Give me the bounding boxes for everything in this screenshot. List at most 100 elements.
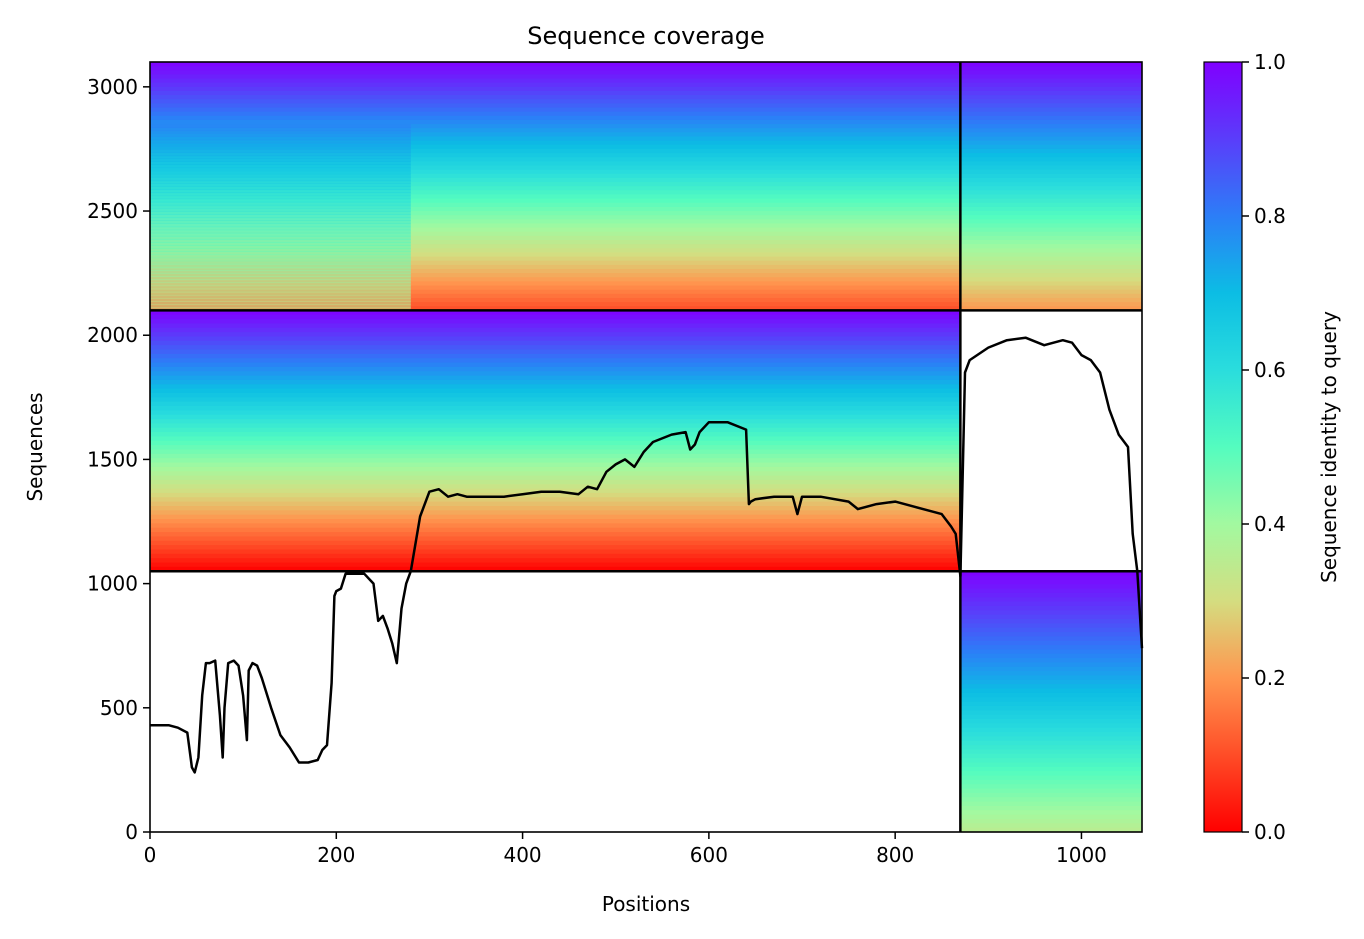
- coverage-band: [150, 229, 411, 234]
- coverage-band: [150, 148, 961, 154]
- coverage-band: [150, 167, 411, 172]
- coverage-band: [960, 658, 1142, 664]
- coverage-band: [150, 375, 961, 381]
- coverage-band: [150, 170, 411, 175]
- coverage-band: [960, 107, 1142, 113]
- coverage-band: [150, 235, 961, 241]
- coverage-band: [960, 749, 1142, 755]
- colorbar-tick-label: 0.0: [1254, 820, 1286, 844]
- coverage-band: [150, 226, 411, 231]
- coverage-band: [960, 273, 1142, 278]
- coverage-band: [150, 194, 961, 200]
- coverage-band: [150, 288, 411, 293]
- coverage-band: [150, 273, 411, 277]
- colorbar-tick-label: 0.8: [1254, 204, 1286, 228]
- coverage-band: [150, 302, 961, 307]
- coverage-band: [150, 427, 961, 433]
- coverage-band: [960, 140, 1142, 146]
- coverage-band: [960, 115, 1142, 121]
- coverage-band: [960, 636, 1142, 642]
- chain-boundaries: [150, 62, 1142, 832]
- coverage-band: [960, 649, 1142, 655]
- coverage-line: [150, 336, 1144, 774]
- y-tick-label: 3000: [87, 75, 138, 99]
- coverage-band: [960, 662, 1142, 668]
- coverage-band: [960, 227, 1142, 233]
- coverage-band: [960, 281, 1142, 287]
- coverage-band: [960, 144, 1142, 150]
- coverage-band: [150, 90, 961, 96]
- x-tick-label: 800: [876, 843, 914, 867]
- coverage-band: [150, 553, 961, 559]
- coverage-band: [150, 189, 411, 194]
- coverage-band: [150, 248, 411, 252]
- coverage-band: [960, 775, 1142, 781]
- coverage-band: [150, 304, 411, 308]
- coverage-band: [960, 157, 1142, 162]
- coverage-band: [150, 158, 411, 162]
- coverage-band: [960, 688, 1142, 694]
- coverage-band: [150, 260, 961, 266]
- colorbar-tick-label: 1.0: [1254, 50, 1286, 74]
- coverage-band: [150, 264, 961, 270]
- x-tick-label: 600: [690, 843, 728, 867]
- coverage-band: [150, 252, 961, 258]
- colorbar-tick-label: 0.4: [1254, 512, 1286, 536]
- coverage-band: [150, 145, 411, 150]
- chart-title: Sequence coverage: [527, 22, 764, 50]
- coverage-band: [150, 169, 961, 175]
- coverage-band: [150, 285, 411, 290]
- coverage-band: [150, 263, 411, 268]
- coverage-band: [960, 182, 1142, 187]
- coverage-band: [960, 745, 1142, 751]
- coverage-band: [150, 540, 961, 546]
- colorbar-tick-label: 0.6: [1254, 358, 1286, 382]
- coverage-band: [150, 327, 961, 333]
- coverage-band: [960, 784, 1142, 790]
- coverage-band: [150, 133, 411, 138]
- coverage-band: [150, 358, 961, 364]
- coverage-band: [150, 410, 961, 416]
- coverage-band: [960, 692, 1142, 698]
- coverage-band: [960, 223, 1142, 229]
- coverage-band: [150, 345, 961, 351]
- coverage-band: [150, 397, 961, 403]
- coverage-band: [960, 285, 1142, 291]
- coverage-band: [150, 273, 961, 278]
- y-axis: 0 500 1000 1500 2000 2500 3000: [87, 75, 150, 844]
- coverage-band: [150, 462, 961, 468]
- coverage-band: [960, 86, 1142, 92]
- coverage-band: [150, 99, 961, 104]
- coverage-band: [150, 223, 411, 228]
- coverage-band: [150, 173, 411, 178]
- coverage-band: [960, 186, 1142, 191]
- coverage-band: [150, 279, 411, 284]
- coverage-band: [150, 251, 411, 256]
- coverage-band: [960, 771, 1142, 777]
- coverage-band: [150, 124, 411, 128]
- coverage-band: [150, 256, 961, 262]
- coverage-band: [150, 276, 411, 280]
- coverage-band: [960, 78, 1142, 84]
- coverage-band: [960, 827, 1142, 832]
- coverage-band: [960, 90, 1142, 96]
- coverage-band: [150, 215, 961, 220]
- coverage-band: [960, 119, 1142, 125]
- coverage-band: [960, 165, 1142, 171]
- coverage-band: [150, 414, 961, 420]
- coverage-band: [960, 148, 1142, 154]
- coverage-block: [960, 571, 1142, 832]
- y-axis-label: Sequences: [23, 392, 47, 501]
- coverage-band: [150, 310, 961, 316]
- coverage-band: [960, 571, 1142, 577]
- coverage-band: [960, 640, 1142, 646]
- coverage-band: [150, 453, 961, 459]
- coverage-block: [150, 62, 961, 311]
- coverage-band: [960, 723, 1142, 729]
- coverage-band: [960, 792, 1142, 798]
- coverage-band: [150, 223, 961, 229]
- coverage-band: [960, 190, 1142, 196]
- coverage-band: [960, 653, 1142, 659]
- coverage-band: [150, 82, 961, 88]
